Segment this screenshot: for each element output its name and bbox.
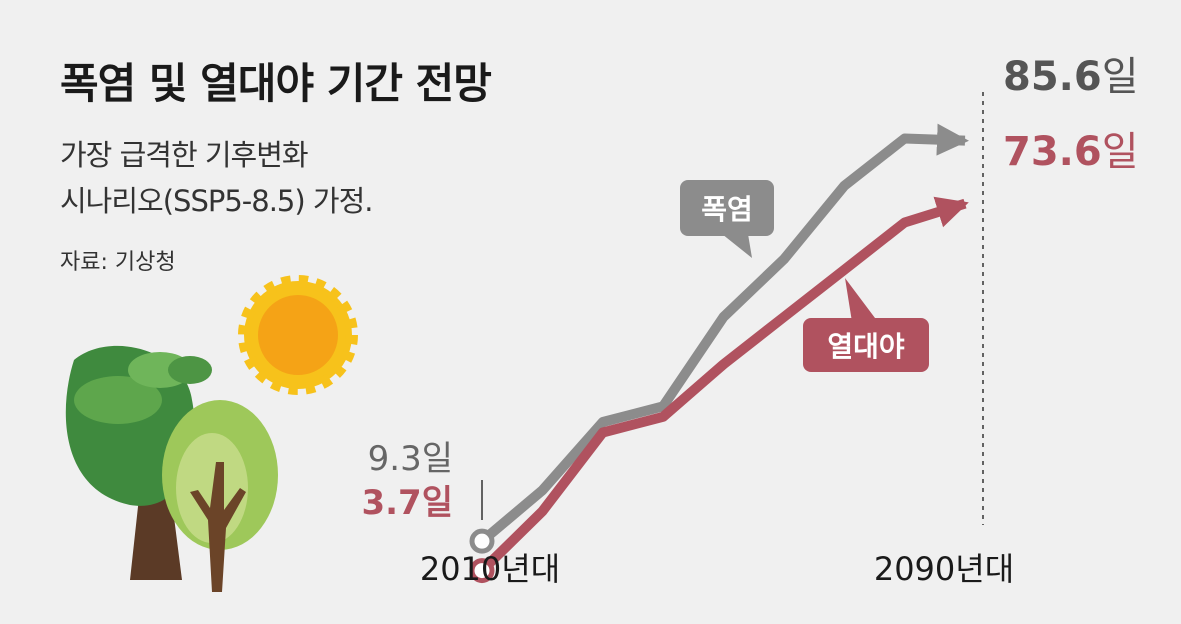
subtitle-line-1: 가장 급격한 기후변화 [60, 138, 309, 172]
series-line-heat-wave [478, 123, 969, 546]
start-point-heat-wave [469, 528, 495, 554]
end-unit-heat-wave: 일 [1102, 54, 1139, 100]
end-value-heat-wave: 85.6 [1003, 54, 1102, 100]
source-note: 자료: 기상청 [60, 250, 176, 275]
subtitle-line-2: 시나리오(SSP5-8.5) 가정. [60, 184, 373, 218]
end-label-heat-wave: 85.6일 [1003, 54, 1139, 100]
sun-illustration [238, 275, 358, 395]
tree-illustration [65, 345, 278, 592]
end-unit-tropical-night: 일 [1102, 129, 1139, 175]
callout-tropical-night: 열대야 [803, 278, 929, 372]
start-label-heat-wave: 9.3일 [368, 439, 453, 479]
chart-title: 폭염 및 열대야 기간 전망 [60, 59, 492, 108]
x-tick-label-2010s: 2010년대 [420, 550, 560, 588]
start-label-tropical-night: 3.7일 [361, 483, 453, 523]
end-label-tropical-night: 73.6일 [1003, 129, 1139, 175]
end-value-tropical-night: 73.6 [1003, 129, 1102, 175]
callout-heat-wave: 폭염 [680, 180, 774, 258]
start-point-tropical-night [469, 558, 495, 584]
legend-label-heat-wave: 폭염 [701, 193, 753, 226]
series-line-tropical-night [478, 196, 969, 575]
x-tick-label-2090s: 2090년대 [874, 550, 1014, 588]
legend-label-tropical-night: 열대야 [827, 330, 905, 363]
